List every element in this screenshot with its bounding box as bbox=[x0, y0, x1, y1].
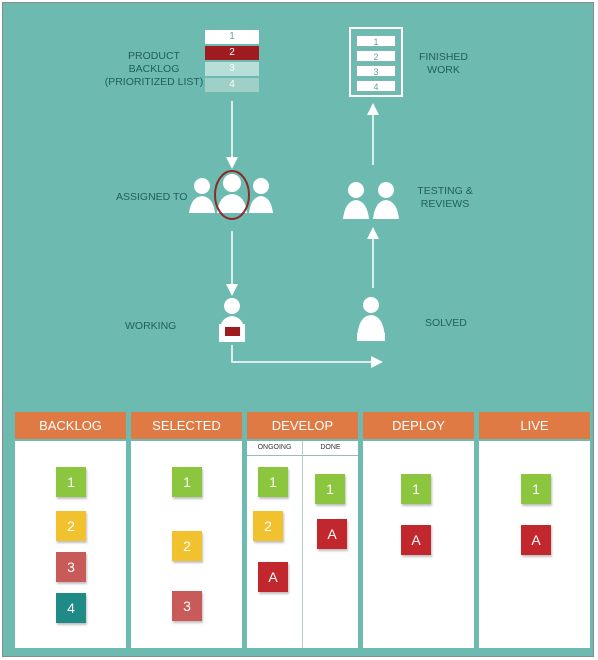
person-left-icon bbox=[189, 178, 215, 213]
sticky-note: 1 bbox=[56, 467, 86, 497]
sticky-note: 3 bbox=[56, 552, 86, 582]
tester-left-icon bbox=[343, 182, 369, 219]
person-center-icon bbox=[217, 174, 247, 213]
product-backlog-label: PRODUCT BACKLOG (PRIORITIZED LIST) bbox=[104, 50, 204, 88]
working-label: WORKING bbox=[125, 320, 177, 332]
sticky-note: 4 bbox=[56, 593, 86, 623]
column-body-develop: ONGOING DONE 1 2 A 1 A bbox=[247, 441, 358, 648]
finished-item-2: 2 bbox=[356, 50, 396, 62]
sticky-note: 1 bbox=[401, 474, 431, 504]
finished-work-label: FINISHED WORK bbox=[419, 51, 469, 76]
sticky-note: A bbox=[521, 525, 551, 555]
flow-arrows bbox=[189, 101, 399, 368]
sticky-note: 2 bbox=[253, 511, 283, 541]
person-right-icon bbox=[249, 178, 273, 213]
column-header-live: LIVE bbox=[479, 412, 590, 439]
subheader-done: DONE bbox=[320, 444, 341, 451]
arrow-working-to-solved-line bbox=[231, 345, 371, 363]
column-header-selected: SELECTED bbox=[131, 412, 242, 439]
sticky-note: 2 bbox=[172, 531, 202, 561]
backlog-item-4: 4 bbox=[205, 78, 259, 92]
sticky-note: 1 bbox=[315, 474, 345, 504]
backlog-item-1: 1 bbox=[205, 30, 259, 44]
subheader-ongoing: ONGOING bbox=[257, 444, 292, 451]
finished-item-1: 1 bbox=[356, 35, 396, 47]
column-body-backlog: 1 2 3 4 bbox=[15, 441, 126, 648]
column-body-live: 1 A bbox=[479, 441, 590, 648]
column-body-deploy: 1 A bbox=[363, 441, 474, 648]
backlog-item-3: 3 bbox=[205, 62, 259, 76]
sticky-note: 2 bbox=[56, 511, 86, 541]
sticky-note: A bbox=[317, 519, 347, 549]
column-body-selected: 1 2 3 bbox=[131, 441, 242, 648]
tester-right-icon bbox=[373, 182, 399, 219]
sticky-note: A bbox=[401, 525, 431, 555]
finished-work-list: 1 2 3 4 bbox=[349, 27, 403, 97]
sticky-note: 3 bbox=[172, 591, 202, 621]
finished-item-4: 4 bbox=[356, 80, 396, 92]
sticky-note: 1 bbox=[521, 474, 551, 504]
assigned-to-label: ASSIGNED TO bbox=[116, 191, 188, 203]
selected-person-highlight bbox=[214, 170, 250, 220]
sticky-note: A bbox=[258, 562, 288, 592]
solved-person-icon bbox=[357, 297, 385, 341]
testing-reviews-label: TESTING & REVIEWS bbox=[417, 185, 473, 210]
column-header-develop: DEVELOP bbox=[247, 412, 358, 439]
column-header-deploy: DEPLOY bbox=[363, 412, 474, 439]
column-header-backlog: BACKLOG bbox=[15, 412, 126, 439]
develop-split-line bbox=[302, 441, 303, 648]
sticky-note: 1 bbox=[258, 467, 288, 497]
backlog-item-2: 2 bbox=[205, 46, 259, 60]
finished-item-3: 3 bbox=[356, 65, 396, 77]
solved-label: SOLVED bbox=[425, 317, 467, 329]
sticky-note: 1 bbox=[172, 467, 202, 497]
working-person-icon bbox=[219, 298, 245, 342]
